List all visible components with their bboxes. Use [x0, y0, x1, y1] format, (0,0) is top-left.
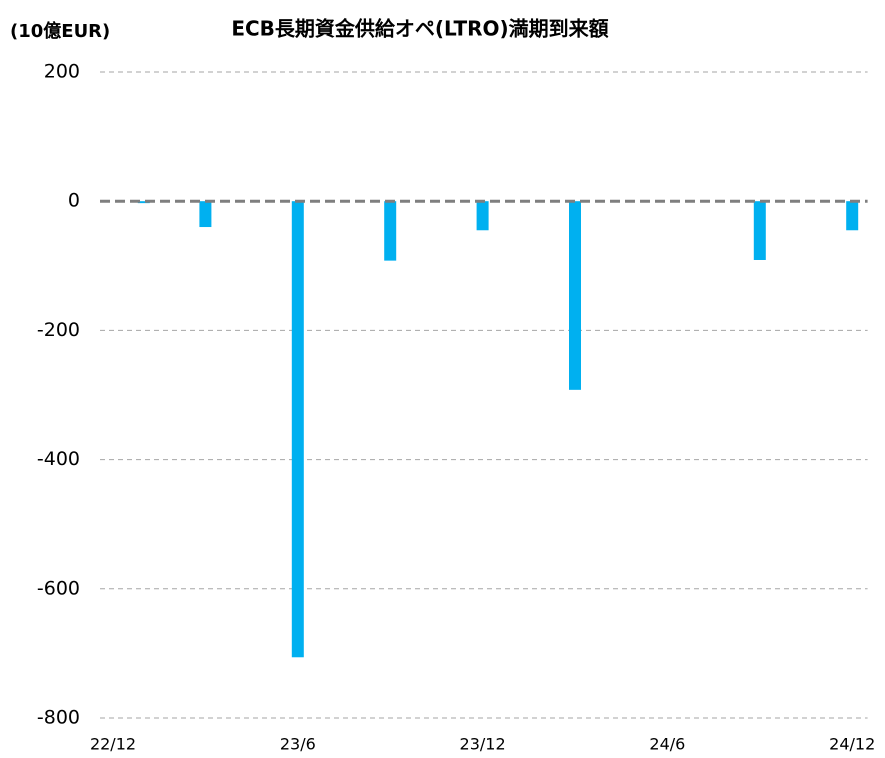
- x-tick-label: 24/12: [829, 735, 875, 754]
- bar: [199, 201, 212, 228]
- y-tick-label: -200: [37, 319, 80, 341]
- bar: [137, 201, 150, 204]
- x-tick-label: 24/6: [649, 735, 685, 754]
- x-tick-label: 23/6: [280, 735, 316, 754]
- y-tick-label: 0: [68, 190, 80, 212]
- y-tick-label: -600: [37, 577, 80, 599]
- y-tick-label: 200: [44, 61, 80, 83]
- bar: [476, 201, 489, 231]
- x-tick-label: 22/12: [90, 735, 136, 754]
- chart-title: ECB長期資金供給オペ(LTRO)満期到来額: [231, 17, 608, 41]
- y-tick-label: -400: [37, 448, 80, 470]
- bar: [384, 201, 397, 261]
- bar: [753, 201, 766, 260]
- bar: [569, 201, 581, 390]
- bar: [291, 201, 304, 658]
- y-tick-label: -800: [37, 707, 80, 729]
- x-tick-label: 23/12: [460, 735, 506, 754]
- bar: [846, 201, 859, 231]
- y-axis-label: (10億EUR): [10, 20, 110, 42]
